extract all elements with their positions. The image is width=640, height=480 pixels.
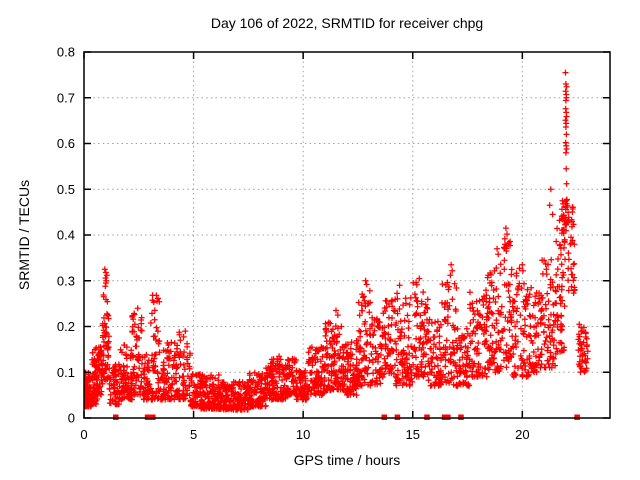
y-tick-label: 0 bbox=[68, 411, 75, 426]
y-tick-label: 0.4 bbox=[57, 228, 75, 243]
y-tick-label: 0.3 bbox=[57, 273, 75, 288]
y-tick-label: 0.7 bbox=[57, 90, 75, 105]
x-tick-label: 10 bbox=[296, 427, 310, 442]
axis-ticks bbox=[83, 51, 610, 419]
y-tick-label: 0.6 bbox=[57, 136, 75, 151]
data-points bbox=[84, 69, 591, 413]
y-tick-label: 0.1 bbox=[57, 365, 75, 380]
x-tick-label: 0 bbox=[80, 427, 87, 442]
y-tick-label: 0.5 bbox=[57, 182, 75, 197]
x-tick-label: 20 bbox=[515, 427, 529, 442]
x-tick-labels: 0 5 10 15 20 bbox=[80, 427, 529, 442]
y-tick-label: 0.8 bbox=[57, 45, 75, 60]
x-tick-label: 5 bbox=[190, 427, 197, 442]
y-tick-label: 0.2 bbox=[57, 319, 75, 334]
chart-title: Day 106 of 2022, SRMTID for receiver chp… bbox=[210, 15, 484, 31]
x-tick-label: 15 bbox=[406, 427, 420, 442]
x-axis-label: GPS time / hours bbox=[293, 452, 401, 468]
y-tick-labels: 0 0.1 0.2 0.3 0.4 0.5 0.6 0.7 0.8 bbox=[57, 45, 75, 426]
